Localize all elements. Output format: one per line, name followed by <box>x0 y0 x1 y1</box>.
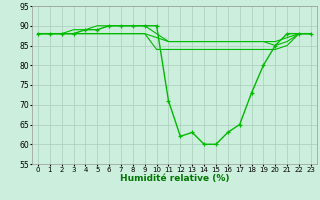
X-axis label: Humidité relative (%): Humidité relative (%) <box>120 174 229 183</box>
